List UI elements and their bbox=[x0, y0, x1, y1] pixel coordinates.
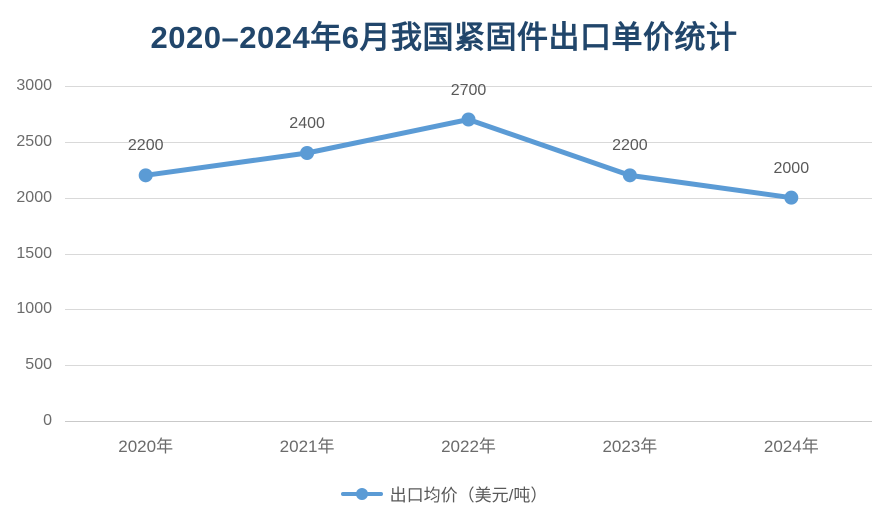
data-point-label: 2400 bbox=[289, 115, 325, 132]
gridline bbox=[65, 421, 872, 422]
x-tick-label: 2024年 bbox=[763, 437, 819, 456]
y-tick-label: 3000 bbox=[16, 77, 52, 94]
legend: 出口均价（美元/吨） bbox=[0, 481, 888, 506]
data-point-marker bbox=[300, 146, 315, 160]
gridline bbox=[65, 141, 872, 143]
x-tick-label: 2020年 bbox=[118, 437, 174, 456]
data-point-marker bbox=[138, 168, 153, 183]
gridline bbox=[65, 253, 872, 255]
legend-line-dot-icon bbox=[340, 487, 383, 500]
data-point-marker bbox=[461, 112, 476, 127]
x-tick-label: 2022年 bbox=[441, 437, 496, 456]
x-tick-label: 2023年 bbox=[602, 437, 658, 456]
chart-title: 2020–2024年6月我国紧固件出口单价统计 bbox=[150, 20, 738, 55]
legend-dot-icon bbox=[355, 487, 368, 500]
legend-label: 出口均价（美元/吨） bbox=[389, 486, 548, 505]
gridline bbox=[65, 86, 872, 87]
y-tick-label: 1000 bbox=[16, 300, 52, 318]
gridline bbox=[65, 365, 872, 367]
y-tick-label: 2000 bbox=[16, 188, 52, 206]
gridline bbox=[65, 309, 872, 311]
data-point-label: 2200 bbox=[127, 137, 164, 155]
data-point-label: 2700 bbox=[450, 81, 487, 99]
x-tick-label: 2021年 bbox=[279, 437, 335, 456]
y-tick-label: 2500 bbox=[16, 132, 52, 150]
data-point-label: 2200 bbox=[612, 137, 648, 155]
data-point-marker bbox=[784, 190, 799, 205]
gridline bbox=[65, 197, 872, 199]
y-tick-label: 0 bbox=[43, 412, 52, 429]
data-point-marker bbox=[622, 168, 637, 183]
y-tick-label: 1500 bbox=[16, 244, 52, 262]
y-tick-label: 500 bbox=[25, 356, 52, 374]
data-point-label: 2000 bbox=[773, 159, 810, 177]
